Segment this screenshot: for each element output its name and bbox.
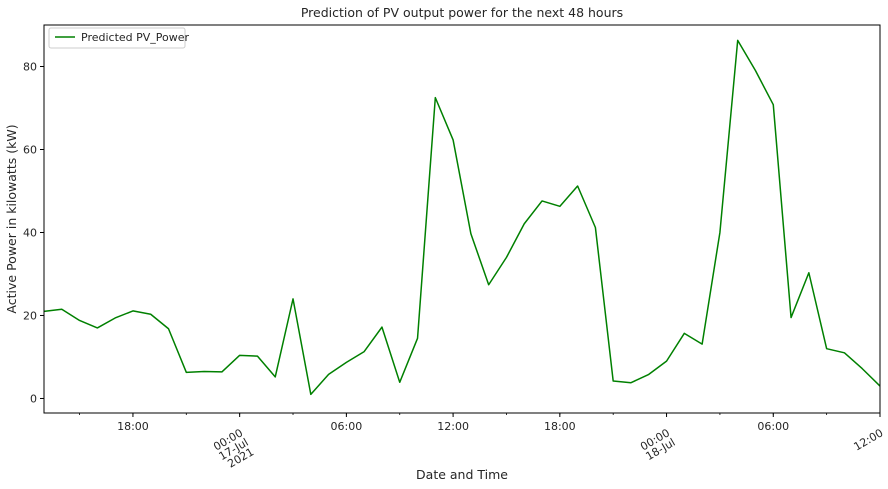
legend-frame <box>48 27 186 49</box>
chart-title: Prediction of PV output power for the ne… <box>301 5 623 20</box>
legend-label: Predicted PV_Power <box>81 31 190 44</box>
y-axis: 0 20 40 60 80 <box>23 60 44 405</box>
x-axis-title: Date and Time <box>416 467 508 482</box>
x-tick-label: 12:00 <box>437 420 469 433</box>
y-axis-title: Active Power in kilowatts (kW) <box>4 124 19 313</box>
x-tick-label: 00:0017-Jul2021 <box>211 426 256 472</box>
y-tick-label: 80 <box>23 60 37 73</box>
x-tick-label: 12:00 <box>852 426 886 453</box>
y-tick-label: 40 <box>23 226 37 239</box>
legend: Predicted PV_Power <box>48 27 190 49</box>
plot-frame <box>43 24 881 414</box>
x-axis: 18:00 00:0017-Jul2021 06:00 12:00 18:00 00:00… <box>79 413 886 472</box>
x-tick-label: 18:00 <box>544 420 576 433</box>
series-line-0 <box>43 39 881 396</box>
y-tick-label: 20 <box>23 309 37 322</box>
x-tick-label: 06:00 <box>757 420 789 433</box>
x-tick-label: 00:0018-Jul <box>638 426 678 463</box>
y-tick-label: 60 <box>23 143 37 156</box>
x-tick-label: 18:00 <box>117 420 149 433</box>
y-tick-label: 0 <box>30 392 37 405</box>
x-tick-label: 06:00 <box>331 420 363 433</box>
